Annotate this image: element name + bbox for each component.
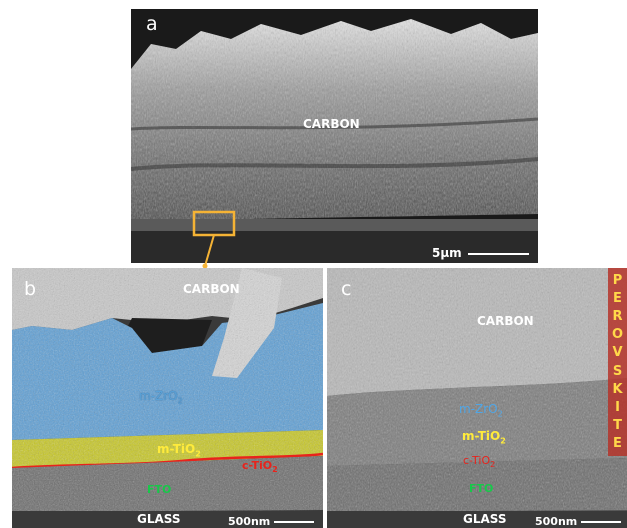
perovskite-letter: R <box>612 309 623 325</box>
panel-b-ctio2-text: c-TiO <box>242 459 273 472</box>
panel-b-zro2-text: m-ZrO <box>139 389 178 403</box>
panel-c-carbon-label: CARBON <box>477 314 534 328</box>
panel-b-ctio2-sub: 2 <box>272 465 278 475</box>
panel-c-zro2-text: m-ZrO <box>459 402 498 416</box>
perovskite-letter: T <box>613 417 622 433</box>
panel-b-mtio2-text: m-TiO <box>157 442 196 456</box>
panel-c-sem-image: c CARBON m-ZrO2 m-TiO2 c-TiO2 FTO GLASS … <box>327 268 627 528</box>
panel-c-letter: c <box>341 278 352 300</box>
panel-b-mtio2-sub: 2 <box>195 449 201 459</box>
panel-c-micrograph <box>327 268 627 528</box>
panel-c-scale-bar <box>581 521 621 523</box>
panel-b-letter: b <box>24 278 37 300</box>
panel-c-mtio2-text: m-TiO <box>462 429 501 443</box>
panel-a-carbon-label: CARBON <box>303 117 360 131</box>
panel-c-ctio2-sub: 2 <box>490 460 496 470</box>
panel-b-scale-text: 500nm <box>228 515 271 528</box>
panel-b-sem-image: b CARBON m-ZrO2 m-TiO2 c-TiO2 FTO GLASS … <box>12 268 323 528</box>
panel-c-ctio2-label: c-TiO2 <box>463 455 495 469</box>
panel-b-fto-label: FTO <box>147 483 172 496</box>
panel-a-scale-text: 5µm <box>432 246 462 260</box>
perovskite-letter: E <box>613 291 622 307</box>
panel-a-sem-image: a CARBON 5µm <box>131 9 538 263</box>
perovskite-bar <box>608 268 627 456</box>
perovskite-letter: O <box>611 327 624 343</box>
panel-c-mtio2-sub: 2 <box>500 436 506 446</box>
panel-b-ctio2-label: c-TiO2 <box>242 460 278 474</box>
panel-c-mtio2-label: m-TiO2 <box>462 430 506 445</box>
perovskite-letter: K <box>612 381 623 397</box>
panel-c-glass-label: GLASS <box>463 512 507 526</box>
panel-c-fto-label: FTO <box>469 482 494 495</box>
panel-c-zro2-sub: 2 <box>497 409 503 419</box>
panel-b-zro2-sub: 2 <box>177 396 183 406</box>
panel-b-micrograph <box>12 268 323 528</box>
panel-b-scale-bar <box>274 521 314 523</box>
perovskite-letter: I <box>615 399 620 415</box>
perovskite-letter: S <box>612 363 623 379</box>
perovskite-letter: V <box>612 345 623 361</box>
panel-c-scale-text: 500nm <box>535 515 578 528</box>
perovskite-letter: E <box>613 435 622 451</box>
panel-a-letter: a <box>146 13 158 35</box>
panel-a-micrograph <box>131 9 538 263</box>
panel-b-glass-label: GLASS <box>137 512 181 526</box>
panel-c-ctio2-text: c-TiO <box>463 454 491 467</box>
panel-b-carbon-label: CARBON <box>183 282 240 296</box>
panel-a-scale-bar <box>468 253 529 255</box>
panel-b-zro2-label: m-ZrO2 <box>139 390 183 405</box>
panel-c-zro2-label: m-ZrO2 <box>459 403 503 418</box>
perovskite-letter: P <box>612 273 623 288</box>
perovskite-vertical-label: P E R O V S K I T E <box>608 274 627 450</box>
panel-b-mtio2-label: m-TiO2 <box>157 443 201 458</box>
